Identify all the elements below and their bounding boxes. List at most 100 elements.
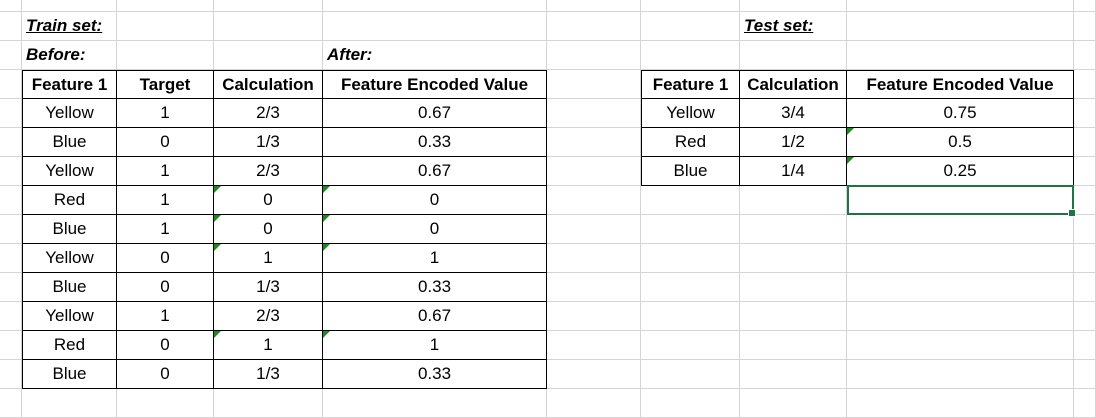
empty-cell[interactable] xyxy=(847,244,1074,273)
note-train-set[interactable]: Train set: xyxy=(22,12,117,41)
empty-cell[interactable] xyxy=(740,215,847,244)
train-data-cell[interactable]: 2/3 xyxy=(214,157,323,186)
empty-cell[interactable] xyxy=(740,273,847,302)
train-data-cell[interactable]: 0.33 xyxy=(323,273,547,302)
train-data-cell[interactable]: Yellow xyxy=(22,244,117,273)
train-data-cell[interactable]: 0.33 xyxy=(323,128,547,157)
empty-cell[interactable] xyxy=(323,0,547,12)
empty-cell[interactable] xyxy=(0,360,22,389)
empty-cell[interactable] xyxy=(547,273,641,302)
train-header-cell[interactable]: Calculation xyxy=(214,70,323,99)
empty-cell[interactable] xyxy=(1074,389,1096,418)
empty-cell[interactable] xyxy=(641,331,740,360)
empty-cell[interactable] xyxy=(740,389,847,418)
note-before[interactable]: Before: xyxy=(22,41,117,70)
empty-cell[interactable] xyxy=(641,215,740,244)
train-data-cell[interactable]: 1 xyxy=(214,244,323,273)
train-data-cell[interactable]: Blue xyxy=(22,360,117,389)
empty-cell[interactable] xyxy=(547,41,641,70)
train-data-cell[interactable]: 2/3 xyxy=(214,99,323,128)
train-header-cell[interactable]: Target xyxy=(117,70,214,99)
empty-cell[interactable] xyxy=(547,215,641,244)
train-header-cell[interactable]: Feature 1 xyxy=(22,70,117,99)
empty-cell[interactable] xyxy=(847,215,1074,244)
empty-cell[interactable] xyxy=(641,12,740,41)
test-data-cell[interactable]: Yellow xyxy=(641,99,740,128)
train-data-cell[interactable]: Yellow xyxy=(22,302,117,331)
empty-cell[interactable] xyxy=(547,331,641,360)
test-data-cell[interactable]: 0.5 xyxy=(847,128,1074,157)
train-data-cell[interactable]: 1 xyxy=(117,157,214,186)
test-data-cell[interactable]: Red xyxy=(641,128,740,157)
empty-cell[interactable] xyxy=(847,186,1074,215)
empty-cell[interactable] xyxy=(847,273,1074,302)
train-data-cell[interactable]: 1 xyxy=(117,186,214,215)
empty-cell[interactable] xyxy=(0,0,22,12)
train-data-cell[interactable]: 0.67 xyxy=(323,302,547,331)
train-data-cell[interactable]: 0 xyxy=(117,331,214,360)
empty-cell[interactable] xyxy=(117,389,214,418)
empty-cell[interactable] xyxy=(1074,157,1096,186)
empty-cell[interactable] xyxy=(641,186,740,215)
empty-cell[interactable] xyxy=(547,70,641,99)
empty-cell[interactable] xyxy=(1074,273,1096,302)
empty-cell[interactable] xyxy=(1074,215,1096,244)
empty-cell[interactable] xyxy=(547,0,641,12)
empty-cell[interactable] xyxy=(847,302,1074,331)
empty-cell[interactable] xyxy=(1074,186,1096,215)
empty-cell[interactable] xyxy=(740,331,847,360)
train-data-cell[interactable]: 0 xyxy=(214,186,323,215)
train-data-cell[interactable]: Yellow xyxy=(22,99,117,128)
empty-cell[interactable] xyxy=(117,0,214,12)
test-data-cell[interactable]: 1/4 xyxy=(740,157,847,186)
train-data-cell[interactable]: Yellow xyxy=(22,157,117,186)
empty-cell[interactable] xyxy=(547,389,641,418)
empty-cell[interactable] xyxy=(641,41,740,70)
train-data-cell[interactable]: Blue xyxy=(22,215,117,244)
empty-cell[interactable] xyxy=(22,0,117,12)
train-data-cell[interactable]: 0 xyxy=(214,215,323,244)
empty-cell[interactable] xyxy=(847,360,1074,389)
empty-cell[interactable] xyxy=(641,273,740,302)
empty-cell[interactable] xyxy=(117,41,214,70)
empty-cell[interactable] xyxy=(1074,128,1096,157)
empty-cell[interactable] xyxy=(1074,41,1096,70)
empty-cell[interactable] xyxy=(847,389,1074,418)
empty-cell[interactable] xyxy=(740,302,847,331)
empty-cell[interactable] xyxy=(0,99,22,128)
test-header-cell[interactable]: Feature 1 xyxy=(641,70,740,99)
empty-cell[interactable] xyxy=(641,0,740,12)
test-header-cell[interactable]: Feature Encoded Value xyxy=(847,70,1074,99)
train-data-cell[interactable]: 1 xyxy=(117,302,214,331)
train-data-cell[interactable]: 1 xyxy=(117,99,214,128)
empty-cell[interactable] xyxy=(323,12,547,41)
empty-cell[interactable] xyxy=(847,12,1074,41)
empty-cell[interactable] xyxy=(547,128,641,157)
empty-cell[interactable] xyxy=(214,0,323,12)
empty-cell[interactable] xyxy=(0,157,22,186)
empty-cell[interactable] xyxy=(847,331,1074,360)
train-data-cell[interactable]: 1 xyxy=(323,331,547,360)
test-header-cell[interactable]: Calculation xyxy=(740,70,847,99)
empty-cell[interactable] xyxy=(740,186,847,215)
empty-cell[interactable] xyxy=(117,12,214,41)
empty-cell[interactable] xyxy=(214,12,323,41)
empty-cell[interactable] xyxy=(0,41,22,70)
train-data-cell[interactable]: 1/3 xyxy=(214,273,323,302)
train-data-cell[interactable]: 1/3 xyxy=(214,128,323,157)
empty-cell[interactable] xyxy=(547,302,641,331)
train-data-cell[interactable]: Red xyxy=(22,186,117,215)
empty-cell[interactable] xyxy=(0,215,22,244)
empty-cell[interactable] xyxy=(547,157,641,186)
test-data-cell[interactable]: 3/4 xyxy=(740,99,847,128)
train-data-cell[interactable]: Blue xyxy=(22,128,117,157)
empty-cell[interactable] xyxy=(0,186,22,215)
test-data-cell[interactable]: 1/2 xyxy=(740,128,847,157)
train-data-cell[interactable]: 0 xyxy=(117,244,214,273)
empty-cell[interactable] xyxy=(1074,12,1096,41)
train-data-cell[interactable]: 0 xyxy=(117,273,214,302)
empty-cell[interactable] xyxy=(22,389,117,418)
empty-cell[interactable] xyxy=(547,360,641,389)
empty-cell[interactable] xyxy=(847,41,1074,70)
